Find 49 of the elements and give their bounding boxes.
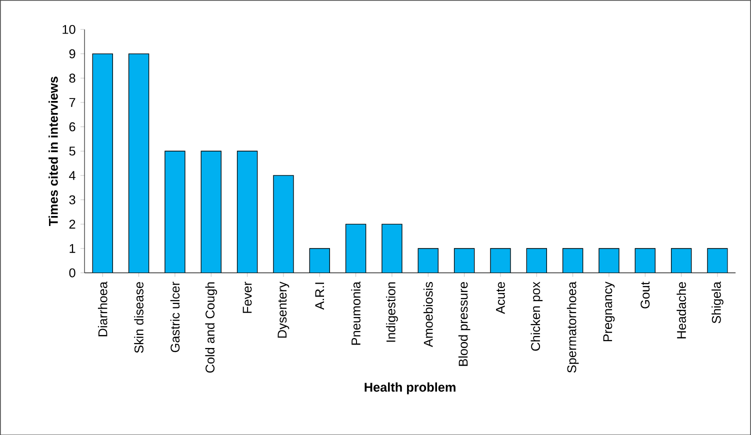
x-tick-label: A.R.I — [315, 282, 324, 310]
x-axis-title: Health problem — [364, 382, 456, 394]
y-tick-label: 0 — [69, 268, 76, 278]
bar — [382, 224, 402, 273]
x-tick-label: Fever — [242, 282, 252, 313]
x-tick-label: Shigela — [712, 281, 724, 324]
x-tick-label: Headache — [676, 282, 686, 338]
y-tick-label: 3 — [69, 195, 76, 204]
y-tick-label: 10 — [62, 24, 76, 34]
y-tick-label: 5 — [69, 146, 76, 156]
y-axis-title: Times cited in interviews — [48, 76, 58, 226]
x-tick-label: Pneumonia — [351, 281, 360, 344]
bar — [526, 248, 547, 273]
bar — [236, 150, 258, 273]
x-tick-label: Chicken pox — [530, 281, 543, 350]
bar — [273, 174, 294, 273]
bar — [200, 150, 222, 273]
bar — [128, 53, 150, 273]
bar — [309, 248, 330, 273]
x-tick-label: Acute — [496, 282, 505, 314]
x-tick-label: Amoebiosis — [423, 282, 433, 347]
y-tick-label: 8 — [69, 73, 76, 82]
x-tick-label: Gastric ulcer — [170, 282, 180, 352]
bar — [92, 53, 113, 273]
bar — [345, 224, 366, 273]
x-tick-label: Diarrhoea — [98, 281, 108, 336]
y-tick-label: 1 — [70, 244, 76, 253]
x-tick-label: Pregnancy — [603, 281, 615, 341]
x-tick-label: Spermatorrhoea — [566, 281, 579, 372]
x-tick-label: Indigestion — [386, 282, 398, 342]
y-tick-label: 6 — [69, 122, 76, 132]
x-tick-label: Gout — [640, 281, 650, 308]
bar — [418, 248, 438, 273]
x-tick-label: Blood pressure — [458, 282, 470, 366]
bar — [634, 248, 656, 273]
bar — [562, 248, 584, 273]
y-tick-label: 7 — [69, 98, 76, 107]
bar — [670, 248, 692, 273]
y-tick-label: 4 — [69, 170, 76, 180]
x-tick-label: Cold and Cough — [205, 282, 218, 372]
bar — [490, 248, 511, 273]
x-tick-label: Skin disease — [134, 282, 144, 353]
x-tick-label: Dysentery — [278, 281, 290, 338]
bar — [164, 150, 186, 273]
y-tick-label: 9 — [69, 49, 76, 58]
bar — [707, 248, 728, 273]
bar — [598, 248, 620, 273]
bar — [454, 248, 475, 273]
y-tick-label: 2 — [69, 219, 76, 228]
